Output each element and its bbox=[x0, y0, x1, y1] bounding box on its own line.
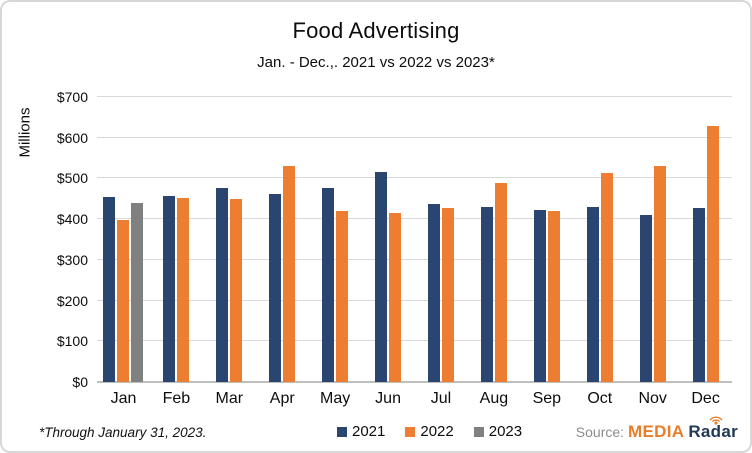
x-tick-label-aug: Aug bbox=[479, 390, 509, 407]
bar-2022-jun bbox=[389, 213, 402, 382]
x-tick-label-jan: Jan bbox=[110, 390, 137, 407]
x-tick-label-jul: Jul bbox=[430, 390, 452, 407]
bar-2022-oct bbox=[600, 173, 613, 382]
bar-2022-jul bbox=[441, 207, 454, 382]
bar-2023-jan bbox=[131, 202, 144, 382]
source-attribution: Source: MEDIA Radar bbox=[575, 416, 738, 442]
bar-group-apr bbox=[256, 97, 309, 382]
x-tick-label-jun: Jun bbox=[375, 390, 401, 407]
bar-2022-dec bbox=[706, 125, 719, 382]
gridline bbox=[97, 96, 732, 97]
y-tick-label: $100 bbox=[56, 333, 88, 350]
legend-swatch-2021 bbox=[337, 426, 347, 437]
x-tick-label-mar: Mar bbox=[215, 390, 244, 407]
bar-2021-sep bbox=[533, 209, 546, 382]
bar-2021-nov bbox=[639, 214, 652, 382]
brand-radar-text: Radar bbox=[688, 422, 738, 441]
x-tick-label-dec: Dec bbox=[691, 390, 720, 407]
bar-2021-aug bbox=[480, 206, 493, 382]
x-tick-label-oct: Oct bbox=[587, 390, 613, 407]
gridline bbox=[97, 340, 732, 342]
y-tick-label: $0 bbox=[72, 374, 88, 390]
bar-2022-apr bbox=[283, 166, 296, 382]
bar-group-sep bbox=[520, 97, 573, 382]
y-tick-label: $300 bbox=[56, 251, 88, 268]
source-label: Source: bbox=[575, 424, 625, 440]
y-tick-label: $600 bbox=[56, 129, 88, 146]
legend-label-2022: 2022 bbox=[420, 423, 454, 440]
bar-2021-oct bbox=[586, 206, 599, 382]
bar-2021-may bbox=[322, 188, 335, 382]
legend-item-2023: 2023 bbox=[473, 423, 523, 440]
brand-radar: Radar bbox=[688, 416, 738, 442]
bar-group-may bbox=[309, 97, 362, 382]
bar-group-aug bbox=[467, 97, 520, 382]
bar-group-jan bbox=[97, 97, 150, 382]
bar-2022-sep bbox=[547, 211, 560, 382]
y-tick-label: $400 bbox=[56, 211, 88, 228]
antenna-icon bbox=[709, 416, 723, 425]
x-tick-label-may: May bbox=[320, 390, 351, 407]
x-tick-label-sep: Sep bbox=[532, 390, 562, 407]
bar-2021-jul bbox=[427, 203, 440, 382]
legend: 2021 2022 2023 bbox=[337, 423, 522, 440]
gridline bbox=[97, 136, 732, 138]
x-axis-line bbox=[97, 381, 732, 383]
bar-group-feb bbox=[150, 97, 203, 382]
y-tick-label: $500 bbox=[56, 170, 88, 187]
bar-2022-nov bbox=[653, 166, 666, 382]
legend-label-2023: 2023 bbox=[488, 423, 523, 440]
bar-group-oct bbox=[573, 97, 626, 382]
chart-title: Food Advertising bbox=[292, 18, 460, 43]
bar-group-nov bbox=[626, 97, 679, 382]
gridline bbox=[97, 258, 732, 260]
bar-2021-mar bbox=[216, 187, 229, 382]
bar-2021-jan bbox=[103, 196, 116, 382]
y-tick-label: $200 bbox=[56, 292, 88, 309]
bar-group-jun bbox=[362, 97, 415, 382]
legend-item-2021: 2021 bbox=[337, 423, 385, 440]
legend-item-2022: 2022 bbox=[405, 423, 454, 440]
bar-series-container bbox=[97, 97, 732, 382]
x-tick-label-nov: Nov bbox=[638, 390, 667, 407]
bar-group-dec bbox=[679, 97, 732, 382]
gridline bbox=[97, 177, 732, 179]
legend-swatch-2022 bbox=[405, 426, 416, 437]
bar-2022-may bbox=[336, 211, 349, 382]
gridline bbox=[97, 218, 732, 220]
bar-2021-jun bbox=[375, 171, 388, 382]
y-axis-tick-labels: $0 $100 $200 $300 $400 $500 $600 $700 bbox=[2, 89, 88, 390]
brand-media: MEDIA bbox=[628, 422, 685, 441]
x-tick-label-apr: Apr bbox=[269, 390, 295, 407]
legend-label-2021: 2021 bbox=[352, 423, 386, 440]
bar-2022-aug bbox=[494, 182, 507, 382]
chart-subtitle: Jan. - Dec.,. 2021 vs 2022 vs 2023* bbox=[257, 54, 495, 71]
gridline bbox=[97, 299, 732, 301]
bar-2021-dec bbox=[692, 208, 705, 382]
bar-2021-apr bbox=[269, 193, 282, 382]
bar-group-mar bbox=[203, 97, 256, 382]
footnote: *Through January 31, 2023. bbox=[39, 425, 207, 440]
x-tick-label-feb: Feb bbox=[162, 390, 191, 407]
bar-2022-jan bbox=[117, 219, 130, 382]
bar-group-jul bbox=[415, 97, 468, 382]
bar-2022-mar bbox=[230, 198, 243, 382]
y-tick-label: $700 bbox=[56, 89, 88, 105]
plot-area bbox=[97, 96, 732, 383]
legend-swatch-2023 bbox=[473, 426, 484, 437]
bar-2022-feb bbox=[177, 197, 190, 382]
x-axis-tick-labels: Jan Feb Mar Apr May Jun Jul Aug Sep Oct Nov Dec bbox=[97, 390, 732, 408]
bar-2021-feb bbox=[163, 196, 176, 382]
